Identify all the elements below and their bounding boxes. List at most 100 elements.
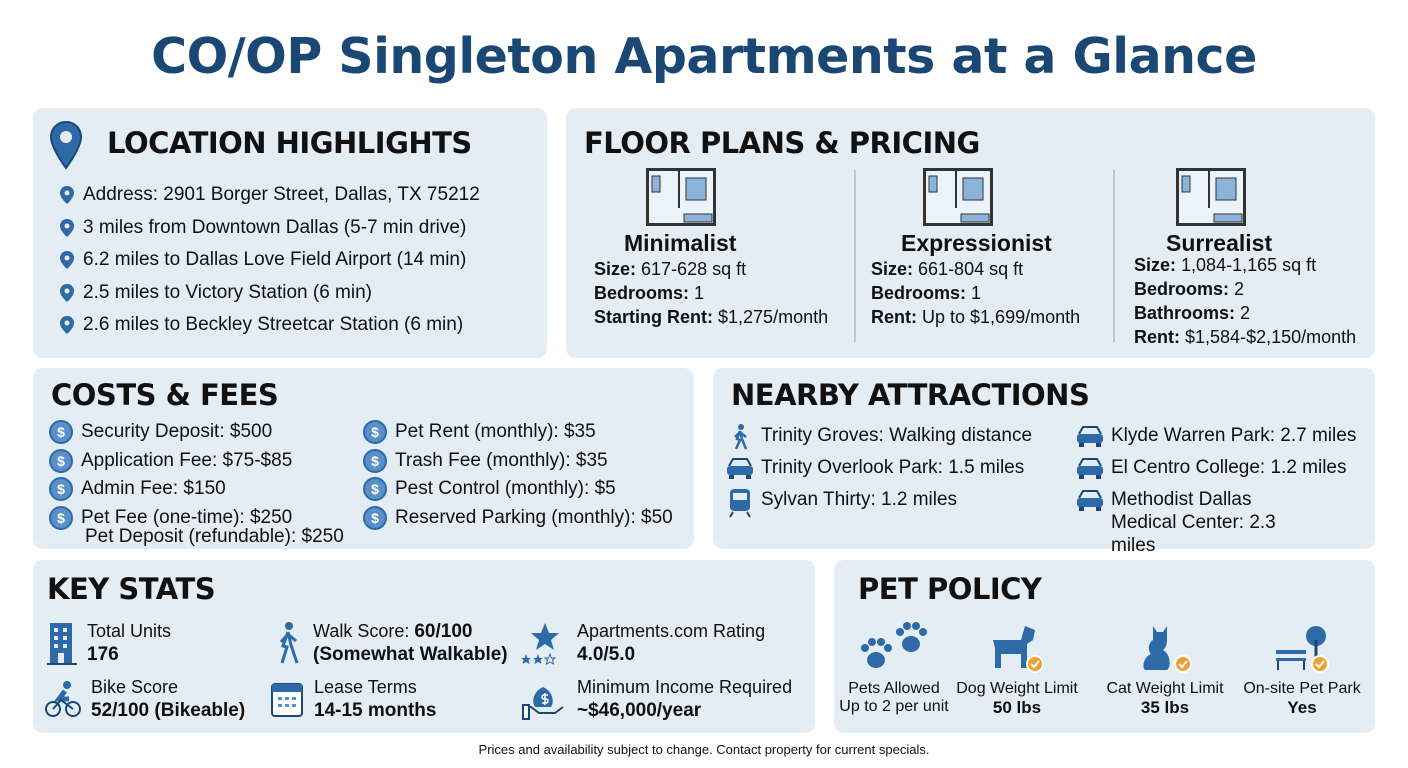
location-panel: LOCATION HIGHLIGHTS Address: 2901 Borger… — [33, 108, 547, 358]
map-pin-icon — [59, 218, 75, 238]
dollar-icon: $ — [363, 477, 387, 501]
dollar-icon: $ — [49, 448, 73, 473]
floor-plan-diagram-icon — [923, 168, 993, 226]
pet-value: Up to 2 per unit — [839, 698, 949, 715]
floor-plans-panel: FLOOR PLANS & PRICING Minimalist Size: 61… — [566, 108, 1375, 358]
bicycle-icon — [45, 681, 81, 717]
floor-plan-surrealist: Surrealist Size: 1,084-1,165 sq ft Bedroom… — [1134, 168, 1394, 349]
attraction-item: Klyde Warren Park: 2.7 miles — [1075, 424, 1356, 448]
fee-item: $ Application Fee: $75-$85 — [49, 448, 293, 473]
detail-value: 1 — [971, 283, 982, 303]
park-bench-icon — [1237, 620, 1367, 680]
pet-label: Cat Weight Limit — [1106, 680, 1224, 697]
pet-policy-item: On-site Pet Park Yes — [1237, 620, 1367, 718]
pet-policy-panel: PET POLICY Pets Allowed Up to 2 per unit D… — [834, 560, 1375, 733]
fee-text: Trash Fee (monthly): $35 — [395, 449, 608, 471]
dollar-icon: $ — [49, 420, 73, 444]
plan-detail: Size: 661-804 sq ft — [871, 257, 1131, 281]
floor-plan-diagram-icon — [1176, 168, 1246, 226]
attraction-text: Trinity Overlook Park: 1.5 miles — [761, 457, 1025, 478]
detail-label: Bedrooms: — [594, 283, 690, 303]
page-title: CO/OP Singleton Apartments at a Glance — [151, 28, 1257, 85]
detail-value: 617-628 sq ft — [641, 259, 747, 279]
fee-text: Admin Fee: $150 — [81, 478, 226, 499]
attraction-item: Methodist Dallas Medical Center: 2.3 mil… — [1075, 488, 1311, 557]
car-icon — [1075, 488, 1105, 512]
detail-value: $1,275/month — [718, 307, 829, 327]
map-pin-icon — [49, 120, 83, 170]
location-text: 6.2 miles to Dallas Love Field Airport (… — [83, 249, 467, 270]
map-pin-icon — [59, 185, 75, 205]
building-icon — [47, 623, 77, 665]
train-icon — [725, 488, 755, 518]
pet-policy-item: Pets Allowed Up to 2 per unit — [829, 620, 959, 716]
pet-value: Yes — [1287, 698, 1317, 717]
map-pin-icon — [59, 250, 75, 270]
paw-prints-icon — [829, 620, 959, 680]
attraction-text: Methodist Dallas Medical Center: 2.3 mil… — [1111, 489, 1276, 556]
label: Bike Score — [91, 677, 179, 697]
location-item: 2.5 miles to Victory Station (6 min) — [59, 282, 372, 304]
plan-detail: Bathrooms: 2 — [1134, 301, 1394, 325]
plan-detail: Bedrooms: 2 — [1134, 277, 1394, 301]
stat-rating: Apartments.com Rating 4.0/5.0 — [521, 620, 765, 666]
attraction-text: Sylvan Thirty: 1.2 miles — [761, 489, 958, 510]
attraction-item: El Centro College: 1.2 miles — [1075, 456, 1347, 480]
attractions-heading: NEARBY ATTRACTIONS — [731, 378, 1090, 412]
value: ~$46,000/year — [577, 700, 702, 721]
detail-value: 661-804 sq ft — [918, 259, 1024, 279]
car-icon — [1075, 424, 1105, 448]
car-icon — [725, 456, 755, 480]
money-bag-icon — [522, 687, 564, 720]
location-heading: LOCATION HIGHLIGHTS — [107, 126, 472, 160]
footer-disclaimer: Prices and availability subject to chang… — [478, 742, 930, 757]
detail-value: 1,084-1,165 sq ft — [1181, 255, 1317, 275]
calendar-icon — [271, 683, 303, 717]
fee-text: Application Fee: $75-$85 — [81, 449, 293, 471]
value: 176 — [87, 644, 119, 665]
label: Lease Terms — [314, 677, 417, 697]
label: Minimum Income Required — [577, 677, 793, 697]
fee-item: $ Trash Fee (monthly): $35 — [363, 448, 608, 473]
attraction-text: Klyde Warren Park: 2.7 miles — [1111, 425, 1357, 446]
plan-name: Surrealist — [1166, 230, 1273, 256]
floor-plan-expressionist: Expressionist Size: 661-804 sq ft Bedrooms… — [871, 168, 1131, 329]
key-stats-heading: KEY STATS — [47, 572, 216, 606]
detail-value: 2 — [1234, 279, 1245, 299]
detail-label: Size: — [871, 259, 914, 279]
location-text: 3 miles from Downtown Dallas (5-7 min dr… — [83, 216, 467, 238]
star-rating-icon — [521, 623, 559, 665]
pet-value: 35 lbs — [1140, 698, 1190, 717]
detail-label: Rent: — [871, 307, 917, 327]
attractions-panel: NEARBY ATTRACTIONS Trinity Groves: Walki… — [713, 368, 1375, 556]
stat-bike-score: Bike Score 52/100 (Bikeable) — [45, 676, 245, 722]
attraction-item: Trinity Overlook Park: 1.5 miles — [725, 456, 1024, 480]
fee-item: $ Reserved Parking (monthly): $50 — [363, 505, 673, 530]
attraction-item: Trinity Groves: Walking distance — [725, 424, 1032, 450]
pet-label: On-site Pet Park — [1243, 680, 1361, 697]
stat-walk-score: Walk Score: 60/100 (Somewhat Walkable) — [273, 620, 508, 666]
dollar-icon: $ — [363, 448, 387, 473]
pet-deposit: Pet Deposit (refundable): $250 — [85, 526, 344, 547]
attraction-item: Sylvan Thirty: 1.2 miles — [725, 488, 957, 518]
label: Total Units — [87, 621, 172, 641]
location-text: 2.6 miles to Beckley Streetcar Station (… — [83, 314, 464, 335]
walking-icon — [725, 424, 755, 450]
fee-text: Pest Control (monthly): $5 — [395, 478, 616, 499]
detail-label: Starting Rent: — [594, 307, 713, 327]
floor-plan-diagram-icon — [646, 168, 716, 226]
stat-total-units: Total Units 176 — [47, 620, 171, 666]
location-text: 2.5 miles to Victory Station (6 min) — [83, 281, 372, 303]
plan-detail: Size: 1,084-1,165 sq ft — [1134, 253, 1394, 277]
dollar-icon: $ — [49, 477, 73, 501]
value: 14-15 months — [314, 700, 437, 721]
detail-label: Size: — [594, 259, 637, 279]
costs-panel: COSTS & FEES $ Security Deposit: $500 $ App… — [33, 368, 694, 549]
plan-name: Minimalist — [624, 230, 737, 256]
detail-value: Up to $1,699/month — [922, 307, 1081, 327]
fee-text: Pet Fee (one-time): $250 — [81, 506, 293, 528]
fee-text: Security Deposit: $500 — [81, 421, 273, 442]
label: Walk Score: — [313, 621, 415, 641]
detail-value: $1,584-$2,150/month — [1185, 327, 1357, 347]
fee-item: $ Pet Fee (one-time): $250 — [49, 505, 293, 530]
